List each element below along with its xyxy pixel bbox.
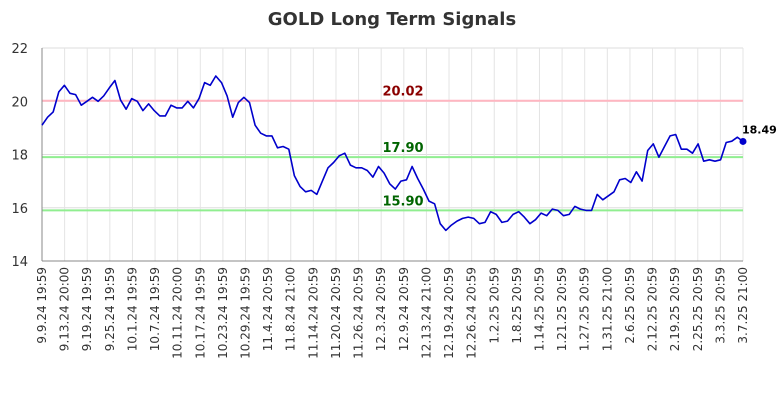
x-tick-label: 1.31.25 21:00 — [600, 267, 614, 351]
x-tick-label: 10.1.24 19:59 — [125, 267, 139, 351]
signal-label: 20.02 — [382, 85, 423, 100]
x-tick-label: 1.14.25 20:59 — [532, 267, 546, 351]
x-tick-label: 12.19.24 20:59 — [442, 267, 456, 359]
y-tick-label: 18 — [11, 149, 28, 164]
x-tick-label: 10.7.24 19:59 — [148, 267, 162, 351]
y-tick-label: 20 — [11, 95, 28, 110]
x-tick-label: 9.25.24 19:59 — [103, 267, 117, 351]
x-tick-label: 11.26.24 20:59 — [352, 267, 366, 359]
chart-title: GOLD Long Term Signals — [268, 9, 516, 30]
x-tick-label: 9.9.24 19:59 — [35, 267, 49, 344]
x-tick-label: 10.17.24 19:59 — [193, 267, 207, 359]
labels: 20.02 17.90 15.90 18.49 — [382, 85, 776, 210]
signal-lines — [42, 99, 743, 212]
series-layer — [41, 75, 747, 232]
x-tick-label: 12.9.24 20:59 — [397, 267, 411, 351]
x-tick-label: 2.6.25 20:59 — [623, 267, 637, 344]
x-tick-label: 3.7.25 21:00 — [736, 267, 750, 344]
x-tick-label: 2.12.25 20:59 — [646, 267, 660, 351]
signal-label: 17.90 — [382, 141, 423, 156]
x-tick-label: 12.13.24 21:00 — [419, 267, 433, 359]
axes: 14 16 18 20 22 9.9.24 19:59 9.13.24 20:00 9.19.… — [11, 42, 750, 359]
x-tick-label: 10.11.24 20:00 — [171, 267, 185, 359]
y-tick-label: 16 — [11, 202, 28, 217]
x-tick-label: 12.3.24 20:59 — [374, 267, 388, 351]
x-tick-label: 1.2.25 20:59 — [487, 267, 501, 344]
last-value-label: 18.49 — [742, 123, 777, 136]
signal-label: 15.90 — [382, 194, 423, 209]
x-tick-label: 10.23.24 19:59 — [216, 267, 230, 359]
x-tick-label: 1.27.25 20:59 — [578, 267, 592, 351]
y-tick-label: 14 — [11, 255, 28, 270]
y-tick-label: 22 — [11, 42, 28, 57]
x-tick-label: 11.4.24 20:59 — [261, 267, 275, 351]
x-tick-label: 2.19.25 20:59 — [668, 267, 682, 351]
last-point-marker — [739, 137, 747, 145]
x-tick-label: 11.8.24 21:00 — [284, 267, 298, 351]
x-tick-label: 10.29.24 19:59 — [239, 267, 253, 359]
x-tick-label: 9.13.24 20:00 — [58, 267, 72, 351]
x-tick-label: 1.21.25 20:59 — [555, 267, 569, 351]
x-tick-label: 3.3.25 20:59 — [713, 267, 727, 344]
x-tick-label: 11.14.24 20:59 — [306, 267, 320, 359]
x-tick-label: 9.19.24 19:59 — [80, 267, 94, 351]
x-tick-label: 2.25.25 20:59 — [691, 267, 705, 351]
x-tick-label: 11.20.24 20:59 — [329, 267, 343, 359]
price-line — [41, 75, 744, 232]
x-tick-label: 1.8.25 20:59 — [510, 267, 524, 344]
x-tick-label: 12.26.24 20:59 — [465, 267, 479, 359]
